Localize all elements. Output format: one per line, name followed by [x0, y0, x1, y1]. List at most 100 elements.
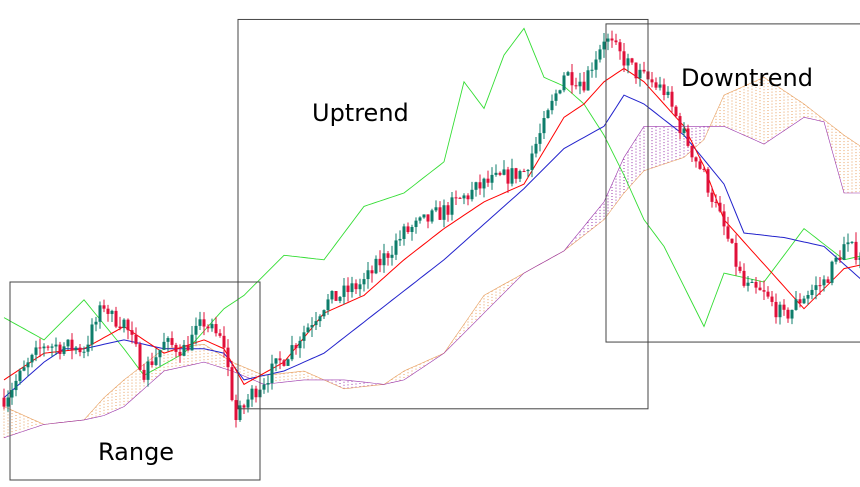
candle [570, 63, 574, 94]
candle [802, 295, 806, 304]
candle [822, 275, 826, 292]
candle-body [226, 347, 230, 368]
candle [538, 123, 542, 152]
candle-body [710, 192, 714, 202]
candle-body [662, 84, 666, 96]
candle [254, 385, 258, 403]
candle-body [194, 325, 198, 335]
candle-body [806, 295, 810, 299]
candle [610, 30, 614, 48]
candle-body [162, 341, 166, 350]
candle-body [178, 351, 182, 356]
candle-body [350, 283, 354, 293]
candle [486, 170, 490, 187]
candle [362, 272, 366, 292]
candle [226, 339, 230, 377]
candle-body [674, 106, 678, 117]
candle [378, 250, 382, 273]
candle-body [322, 310, 326, 317]
candle-body [462, 195, 466, 199]
candle [622, 42, 626, 72]
candle-body [602, 41, 606, 50]
candle-body [546, 110, 550, 119]
candle [678, 112, 682, 140]
candle [718, 196, 722, 213]
candle-body [766, 291, 770, 297]
candle-body [550, 100, 554, 111]
candle-body [594, 59, 598, 70]
candle-body [738, 266, 742, 271]
candle [798, 293, 802, 308]
candle-body [146, 361, 150, 380]
candle-body [422, 214, 426, 218]
candle [506, 166, 510, 193]
candle-body [650, 79, 654, 83]
candle-body [250, 388, 254, 400]
candle [670, 86, 674, 113]
candle-body [370, 270, 374, 274]
candle [690, 145, 694, 162]
candle-body [466, 195, 470, 200]
candle [846, 233, 850, 252]
candle [726, 216, 730, 242]
candle-body [290, 345, 294, 360]
candlesticks [2, 30, 860, 428]
candle-body [618, 42, 622, 52]
candle [122, 318, 126, 333]
candle-body [330, 291, 334, 300]
candle [522, 168, 526, 173]
kumo-cloud [3, 77, 860, 438]
candle [118, 316, 122, 331]
candle-body [22, 367, 26, 371]
candle [78, 344, 82, 357]
zone-label-downtrend: Downtrend [681, 64, 813, 92]
candle [418, 216, 422, 224]
candle-body [558, 90, 562, 94]
candle [762, 280, 766, 300]
kijun-sen-line [3, 94, 860, 399]
candle-body [14, 380, 18, 391]
candle-body [598, 49, 602, 60]
candle-body [142, 369, 146, 380]
candle-body [530, 153, 534, 170]
candle [438, 201, 442, 221]
candle-body [786, 309, 790, 319]
candle [558, 89, 562, 95]
candle [370, 265, 374, 283]
candle-body [150, 361, 154, 365]
candle [18, 368, 22, 385]
candle [502, 160, 506, 176]
candle-body [182, 344, 186, 356]
candle [498, 171, 502, 177]
candle [698, 156, 702, 170]
candle [382, 243, 386, 273]
candle [38, 338, 42, 358]
candle-body [486, 178, 490, 183]
candle [550, 94, 554, 115]
candle [454, 190, 458, 206]
candle [702, 166, 706, 173]
candle [66, 339, 70, 350]
candle [594, 51, 598, 78]
candle-body [698, 161, 702, 169]
candle-body [310, 325, 314, 328]
candle-body [378, 258, 382, 266]
candle [810, 284, 814, 300]
candle [834, 255, 838, 265]
candle-body [802, 298, 806, 304]
candle-body [782, 304, 786, 310]
candle-body [414, 220, 418, 228]
candle [626, 53, 630, 74]
candle [178, 344, 182, 363]
candle-body [58, 344, 62, 354]
candle [358, 278, 362, 297]
candle-body [478, 182, 482, 189]
candle-body [654, 82, 658, 88]
candle-body [190, 334, 194, 351]
trend-zones: Range Uptrend Downtrend [9, 18, 860, 481]
candle [270, 354, 274, 390]
candle [10, 382, 14, 405]
candle-body [46, 346, 50, 348]
candle-body [638, 69, 642, 79]
candle [158, 349, 162, 367]
